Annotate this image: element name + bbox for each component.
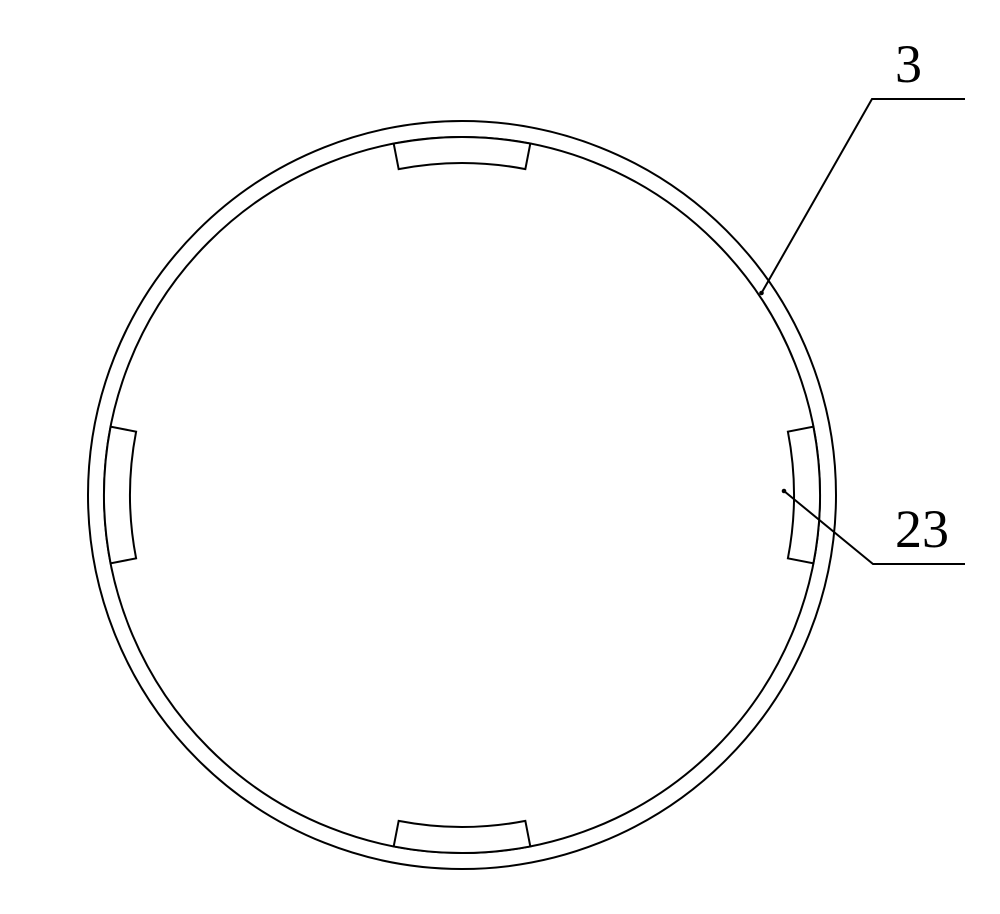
label-3-leader — [762, 99, 966, 293]
inner-tab-0 — [788, 427, 820, 564]
inner-ring — [104, 137, 820, 853]
callout-label-23: 23 — [895, 498, 949, 560]
inner-tab-1 — [394, 821, 531, 853]
inner-tab-2 — [104, 427, 136, 564]
inner-tab-3 — [394, 137, 531, 169]
diagram-canvas — [0, 0, 1000, 914]
callout-label-3: 3 — [895, 33, 922, 95]
outer-ring — [88, 121, 836, 869]
